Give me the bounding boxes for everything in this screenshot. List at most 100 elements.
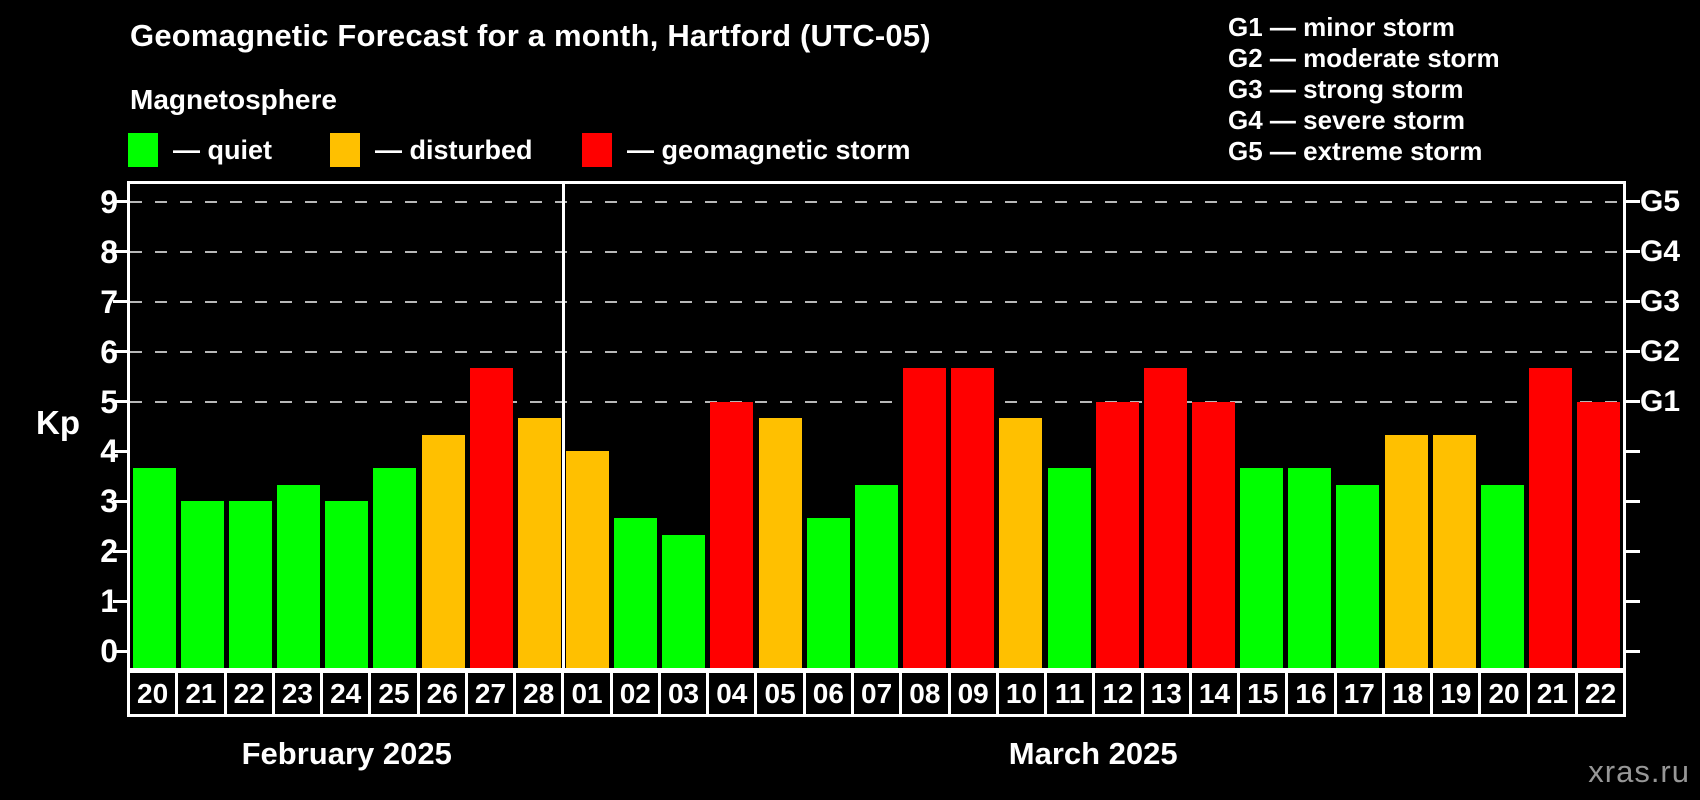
bar-slot-mar-06 xyxy=(804,184,852,668)
bar-slot-feb-25 xyxy=(371,184,419,668)
left-tick-9 xyxy=(113,200,127,204)
right-tick-2 xyxy=(1626,549,1640,553)
g1-legend-line: G1 — minor storm xyxy=(1228,12,1455,42)
kp-bar-mar-05 xyxy=(758,418,802,668)
right-tick-4 xyxy=(1626,449,1640,453)
date-cell-mar-07: 07 xyxy=(850,673,899,714)
bar-slot-feb-20 xyxy=(130,184,178,668)
date-cell-mar-13: 13 xyxy=(1140,673,1189,714)
kp-bar-feb-28 xyxy=(517,418,561,668)
bar-slot-mar-17 xyxy=(1334,184,1382,668)
date-cell-mar-18: 18 xyxy=(1381,673,1430,714)
month-label-mar: March 2025 xyxy=(1008,736,1178,771)
right-tick-7 xyxy=(1626,300,1640,304)
g-axis-label-g5: G5 xyxy=(1640,184,1681,218)
left-tick-3 xyxy=(113,499,127,503)
bar-slot-mar-16 xyxy=(1286,184,1334,668)
kp-bar-mar-10 xyxy=(999,418,1043,668)
g3-legend-line: G3 — strong storm xyxy=(1228,74,1464,104)
date-cell-feb-26: 26 xyxy=(416,673,465,714)
kp-bar-mar-04 xyxy=(710,401,754,668)
y-tick-label-2: 2 xyxy=(100,533,118,570)
date-cell-feb-21: 21 xyxy=(175,673,223,714)
kp-bar-mar-12 xyxy=(1095,401,1139,668)
date-cell-mar-09: 09 xyxy=(947,673,996,714)
bar-slot-mar-08 xyxy=(901,184,949,668)
y-axis-title: Kp xyxy=(36,404,80,441)
bar-slot-mar-09 xyxy=(949,184,997,668)
bar-slot-mar-21 xyxy=(1527,184,1575,668)
left-tick-8 xyxy=(113,250,127,254)
right-tick-9 xyxy=(1626,200,1640,204)
kp-bar-mar-13 xyxy=(1143,368,1187,668)
g4-legend-line: G4 — severe storm xyxy=(1228,105,1466,135)
kp-bar-mar-07 xyxy=(854,484,898,668)
date-cell-mar-10: 10 xyxy=(995,673,1044,714)
bar-slot-mar-15 xyxy=(1238,184,1286,668)
left-tick-0 xyxy=(113,649,127,653)
kp-bar-feb-24 xyxy=(325,501,369,668)
date-cell-mar-05: 05 xyxy=(754,673,802,714)
kp-bar-mar-03 xyxy=(662,534,706,668)
bar-slot-feb-22 xyxy=(226,184,274,668)
bar-slot-mar-11 xyxy=(1045,184,1093,668)
y-tick-label-3: 3 xyxy=(100,483,118,520)
date-cell-mar-08: 08 xyxy=(899,673,947,714)
kp-bar-mar-08 xyxy=(903,368,947,668)
quiet-legend-label: — quiet xyxy=(173,135,272,165)
bar-slot-mar-10 xyxy=(997,184,1045,668)
kp-bar-feb-26 xyxy=(421,434,465,668)
date-cell-mar-02: 02 xyxy=(609,673,658,714)
kp-bar-feb-27 xyxy=(469,368,513,668)
bar-slot-mar-13 xyxy=(1141,184,1189,668)
bar-slot-mar-05 xyxy=(756,184,804,668)
y-tick-label-5: 5 xyxy=(100,383,118,420)
kp-bar-mar-14 xyxy=(1192,401,1236,668)
date-cell-feb-28: 28 xyxy=(513,673,561,714)
right-tick-1 xyxy=(1626,599,1640,603)
date-cell-mar-17: 17 xyxy=(1333,673,1382,714)
bar-slot-mar-19 xyxy=(1430,184,1478,668)
month-label-feb: February 2025 xyxy=(241,736,452,771)
left-tick-5 xyxy=(113,400,127,403)
disturbed-legend-label: — disturbed xyxy=(375,135,533,165)
date-cell-mar-21: 21 xyxy=(1526,673,1575,714)
date-cell-mar-16: 16 xyxy=(1285,673,1333,714)
right-tick-3 xyxy=(1626,499,1640,503)
date-cell-mar-20: 20 xyxy=(1478,673,1526,714)
gridline-kp-9 xyxy=(130,200,1623,203)
date-cell-feb-20: 20 xyxy=(137,678,169,709)
bars-layer xyxy=(130,184,1623,668)
date-cell-mar-14: 14 xyxy=(1188,673,1237,714)
date-axis-row: 20 21 22 23 24 25 26 27 28 01 02 03 04 05 06 07 08 09 10 11… xyxy=(127,670,1626,717)
month-separator-line xyxy=(562,184,565,668)
right-tick-0 xyxy=(1626,649,1640,653)
bar-slot-mar-04 xyxy=(708,184,756,668)
gridline-kp-8 xyxy=(130,250,1623,253)
bar-slot-mar-07 xyxy=(852,184,900,668)
bar-slot-feb-24 xyxy=(323,184,371,668)
left-tick-1 xyxy=(113,599,127,603)
kp-bar-mar-06 xyxy=(806,517,850,668)
quiet-swatch-icon xyxy=(128,133,158,167)
bar-slot-mar-12 xyxy=(1093,184,1141,668)
kp-bar-feb-23 xyxy=(277,484,321,668)
kp-bar-mar-11 xyxy=(1047,467,1091,668)
date-cell-feb-24: 24 xyxy=(320,673,368,714)
kp-bar-mar-15 xyxy=(1240,467,1284,668)
kp-bar-feb-22 xyxy=(228,501,272,668)
date-cell-mar-22: 22 xyxy=(1574,673,1623,714)
bar-slot-feb-23 xyxy=(274,184,322,668)
kp-bar-mar-20 xyxy=(1480,484,1524,668)
gridline-kp-7 xyxy=(130,300,1623,303)
date-cell-mar-12: 12 xyxy=(1092,673,1140,714)
g-axis-label-g4: G4 xyxy=(1640,234,1681,268)
right-tick-8 xyxy=(1626,250,1640,254)
y-tick-label-4: 4 xyxy=(100,433,118,470)
kp-bar-mar-09 xyxy=(951,368,995,668)
bar-slot-feb-26 xyxy=(419,184,467,668)
bar-slot-feb-28 xyxy=(515,184,563,668)
y-tick-label-1: 1 xyxy=(100,583,118,620)
g-axis-label-g1: G1 xyxy=(1640,384,1681,418)
